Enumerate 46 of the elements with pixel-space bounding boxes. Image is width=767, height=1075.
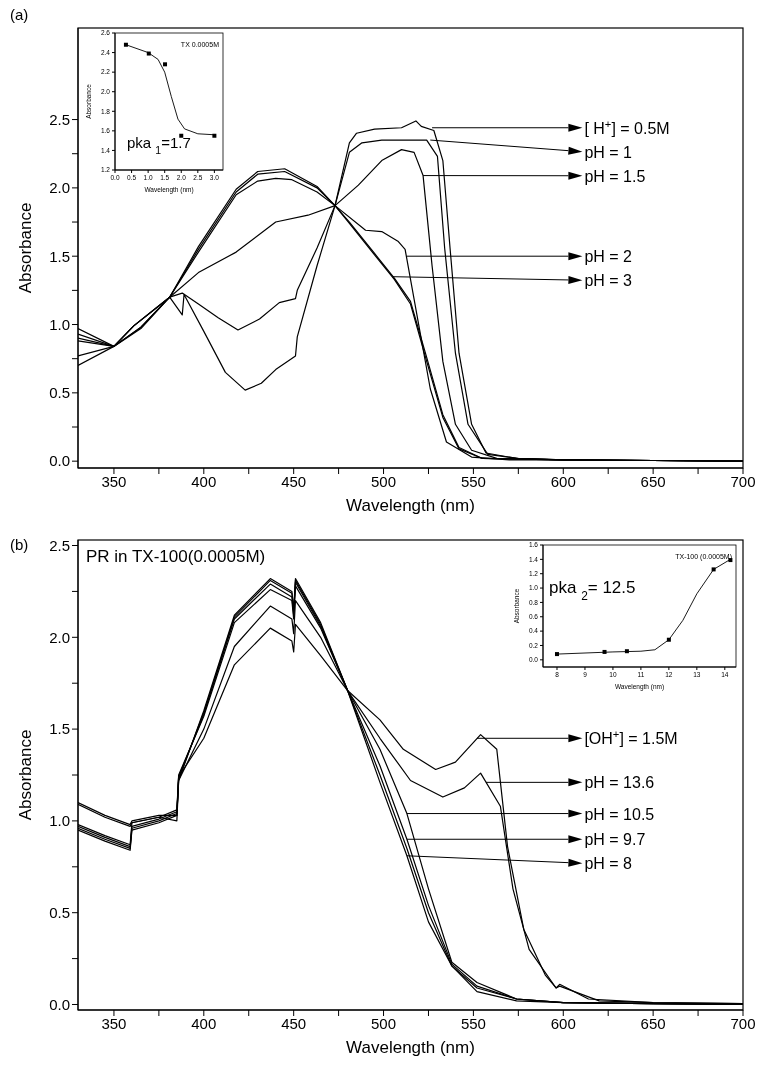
x-tick-label: 650 <box>640 1014 666 1032</box>
y-tick-label: 0.5 <box>49 384 70 402</box>
x-tick-label: 500 <box>371 472 397 490</box>
y-axis-title: Absorbance <box>16 729 36 821</box>
y-tick-label: 1.5 <box>49 247 70 265</box>
x-tick-label: 700 <box>730 1014 756 1032</box>
annotation: pH = 13.6 <box>584 774 655 792</box>
text: (a) <box>10 6 29 23</box>
annotation: [OH$^{+}$] = 1.5M <box>584 728 678 748</box>
y-tick-label: 2.5 <box>49 536 70 554</box>
annotation: pH = 3 <box>584 272 633 290</box>
x-tick-label: 450 <box>281 472 307 490</box>
annotation: [ H$^{+}$] = 0.5M <box>584 117 670 137</box>
annotation: PR in TX-100(0.0005M) <box>86 547 266 566</box>
y-tick-label: 0.0 <box>49 452 70 470</box>
x-tick-label: 600 <box>550 472 576 490</box>
x-tick-label: 500 <box>371 1014 397 1032</box>
x-tick-label: 350 <box>101 1014 127 1032</box>
annotation: pH = 1 <box>584 143 633 161</box>
x-tick-label: 450 <box>281 1014 307 1032</box>
y-tick-label: 2.5 <box>49 110 70 128</box>
annotation: pH = 10.5 <box>584 805 655 823</box>
y-tick-label: 1.0 <box>49 812 70 830</box>
x-tick-label: 400 <box>191 1014 217 1032</box>
y-axis-title: Absorbance <box>16 202 36 294</box>
x-tick-label: 650 <box>640 472 666 490</box>
x-tick-label: 600 <box>550 1014 576 1032</box>
x-tick-label: 350 <box>101 472 127 490</box>
y-tick-label: 0.0 <box>49 995 70 1013</box>
x-tick-label: 550 <box>460 1014 486 1032</box>
y-tick-label: 2.0 <box>49 628 70 646</box>
x-axis-title: Wavelength (nm) <box>346 496 475 515</box>
annotation: pka $_{1}$=1.7 <box>127 134 191 156</box>
x-axis-title: Wavelength (nm) <box>346 1038 475 1057</box>
text: (b) <box>10 536 29 553</box>
x-tick-label: 550 <box>460 472 486 490</box>
x-tick-label: 400 <box>191 472 217 490</box>
annotation: pH = 8 <box>584 855 633 873</box>
y-tick-label: 1.5 <box>49 720 70 738</box>
x-tick-label: 700 <box>730 472 756 490</box>
annotation: pH = 1.5 <box>584 167 646 185</box>
y-tick-label: 0.5 <box>49 904 70 922</box>
annotation: pH = 2 <box>584 248 633 266</box>
annotation: pka $_{2}$= 12.5 <box>549 578 636 603</box>
annotation: pH = 9.7 <box>584 831 646 849</box>
y-tick-label: 1.0 <box>49 315 70 333</box>
